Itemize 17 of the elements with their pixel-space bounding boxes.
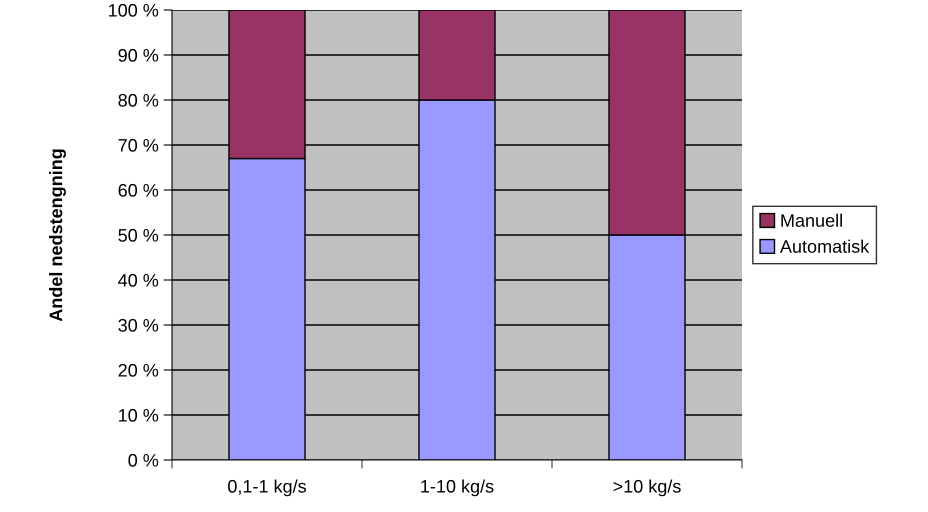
x-tick-label: 0,1-1 kg/s xyxy=(228,479,306,496)
y-tick-label: 30 % xyxy=(118,318,158,332)
legend-label: Automatisk xyxy=(780,240,870,253)
y-tick-label: 80 % xyxy=(118,94,158,107)
y-tick-label: 100 % xyxy=(108,4,158,17)
x-tick-label: 1-10 kg/s xyxy=(421,479,494,496)
y-tick-label: 20 % xyxy=(118,364,158,377)
y-tick-label: 0 % xyxy=(128,454,158,467)
y-tick-label: 60 % xyxy=(118,184,158,197)
y-tick-label: 10 % xyxy=(119,408,158,422)
y-axis-title: Andel nedstengning xyxy=(49,149,66,322)
y-tick-label: 50 % xyxy=(118,228,158,242)
y-tick-label: 90 % xyxy=(118,48,158,62)
y-tick-label: 40 % xyxy=(118,274,158,287)
legend-label: Manuell xyxy=(781,214,842,227)
y-tick-label: 70 % xyxy=(118,138,158,152)
x-tick-label: >10 kg/s xyxy=(614,479,681,496)
